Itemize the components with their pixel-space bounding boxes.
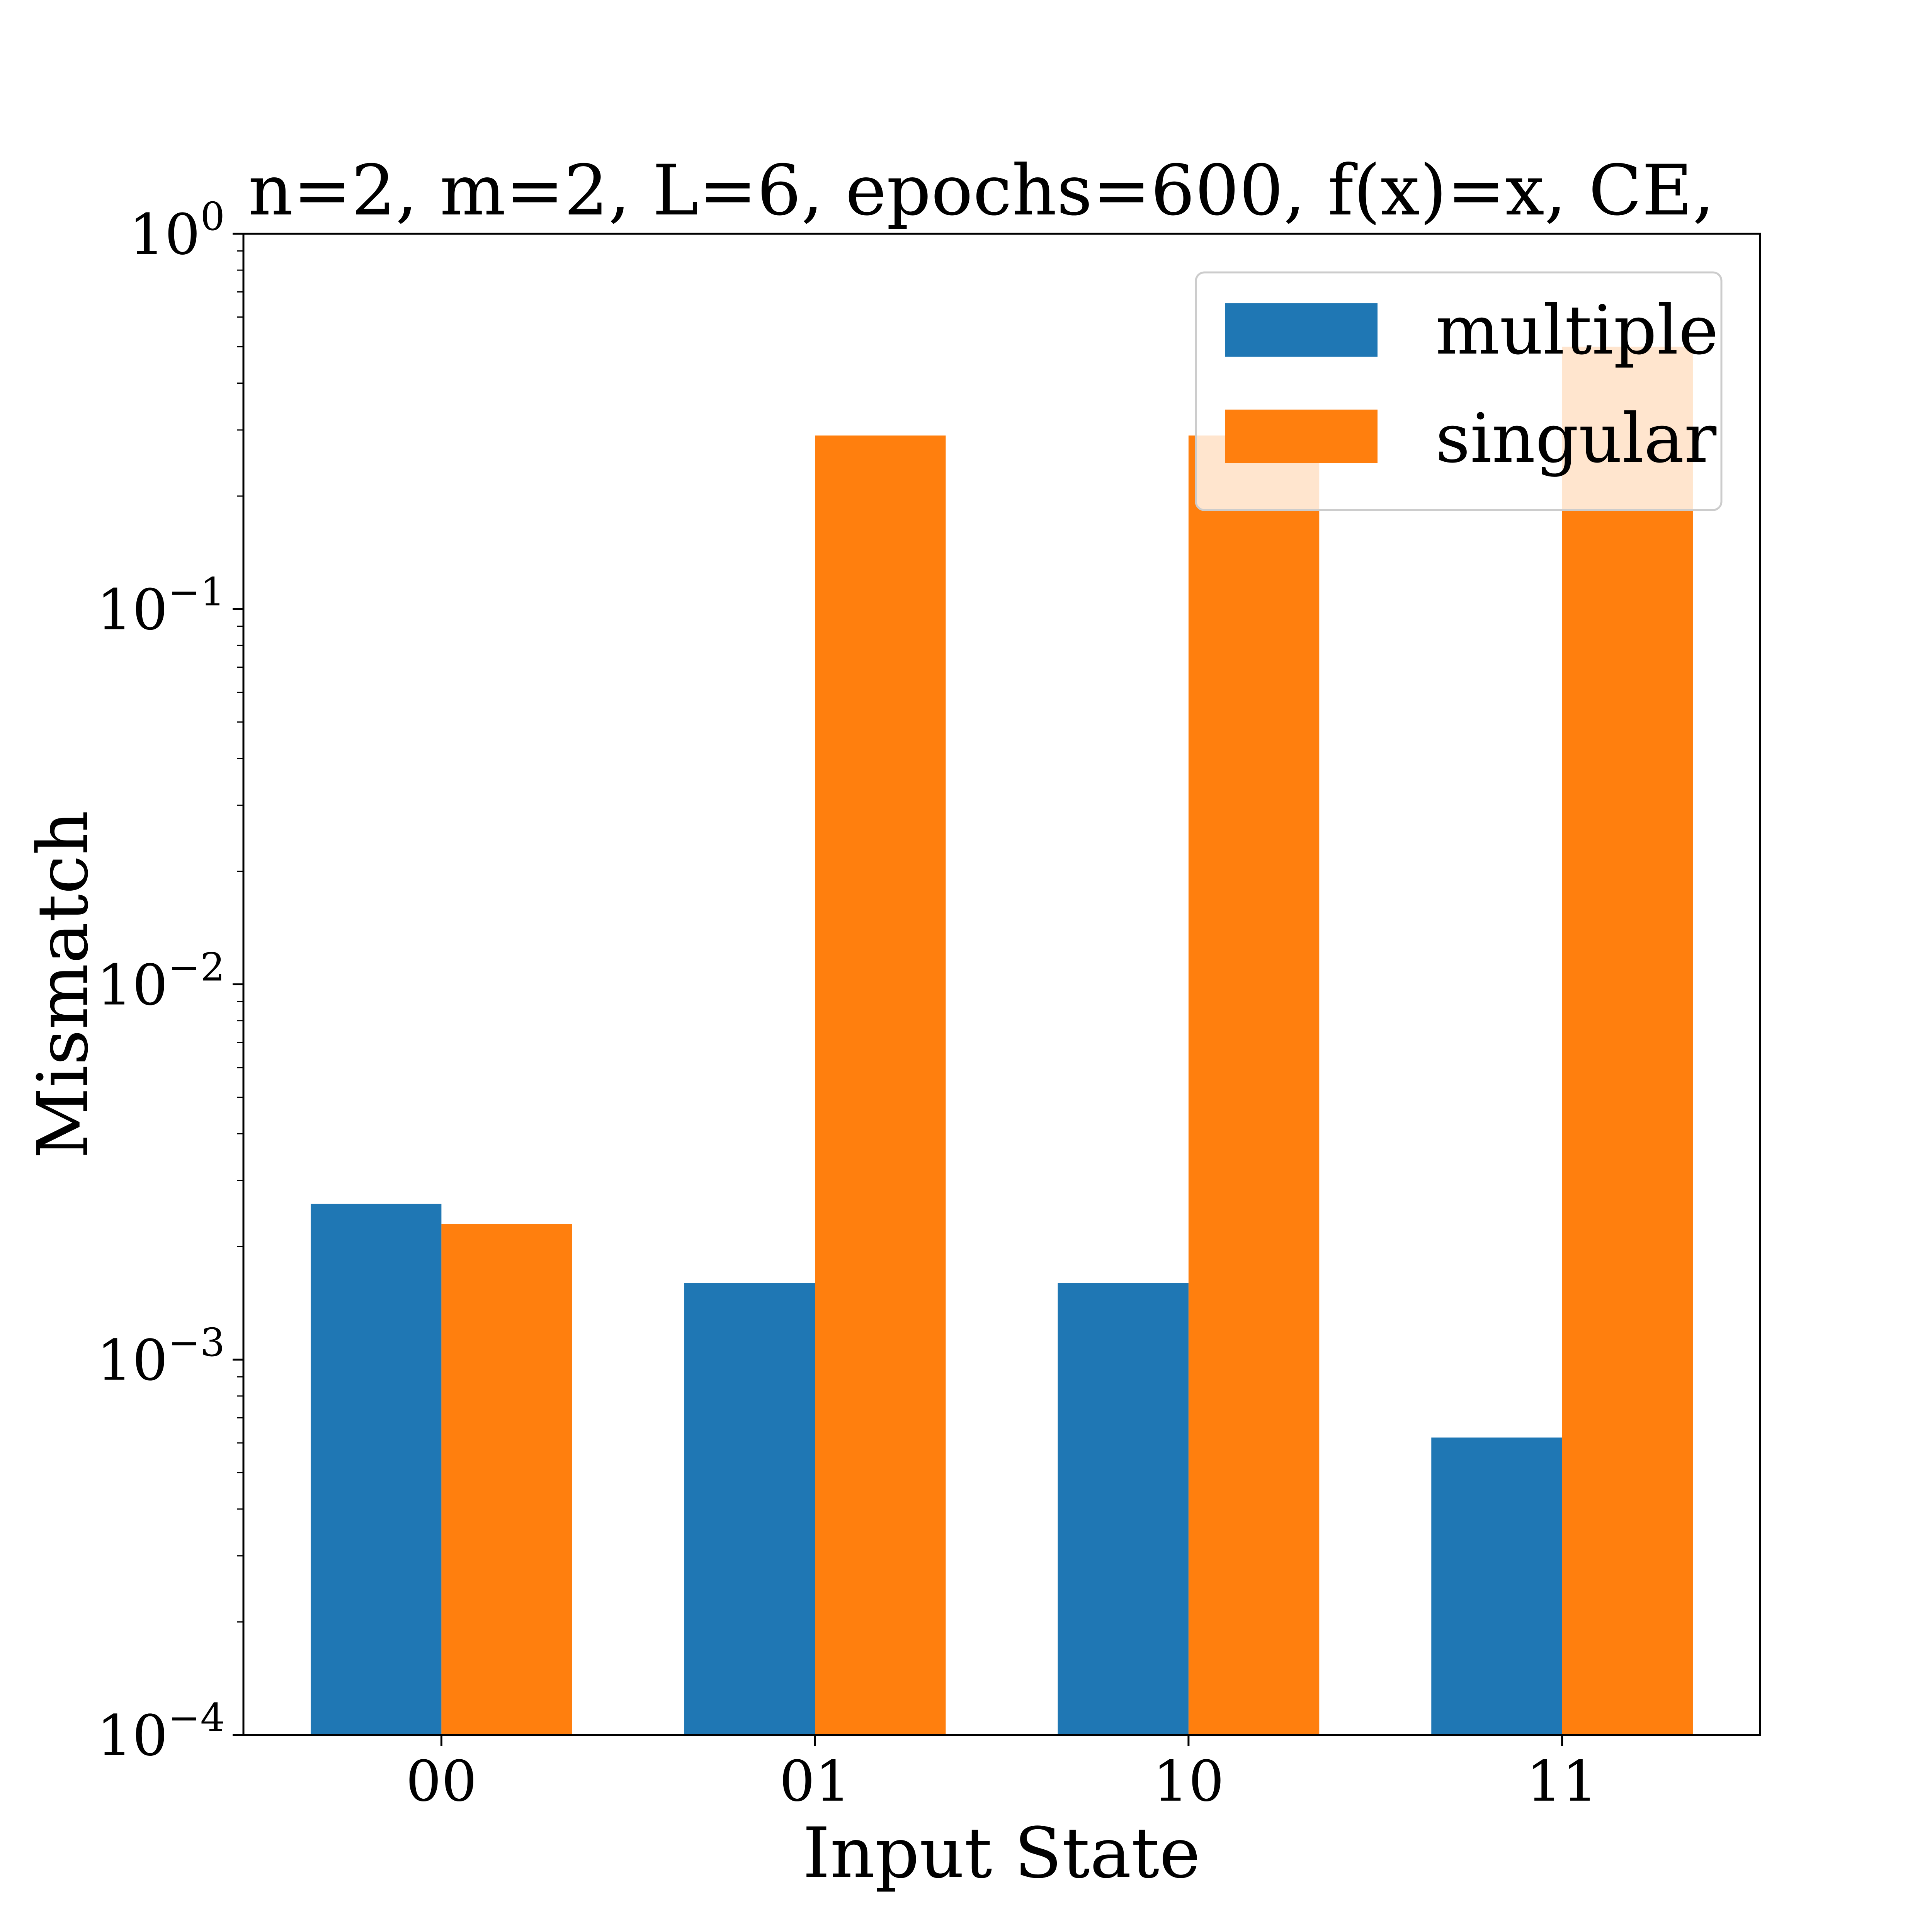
- bar-multiple-11: [1431, 1437, 1562, 1735]
- bar-singular-01: [815, 435, 946, 1735]
- bar-multiple-01: [684, 1283, 815, 1735]
- x-tick-label: 11: [1526, 1749, 1598, 1814]
- y-tick-label: 100: [129, 194, 225, 267]
- bar-multiple-00: [311, 1204, 442, 1735]
- legend-label-singular: singular: [1435, 400, 1717, 478]
- x-tick-label: 00: [406, 1749, 477, 1814]
- y-tick-label: 10−4: [97, 1695, 225, 1769]
- bar-singular-11: [1562, 347, 1693, 1735]
- x-tick-label: 10: [1153, 1749, 1225, 1814]
- chart-title: n=2, m=2, L=6, epochs=600, f(x)=x, CE,: [248, 150, 1714, 231]
- y-axis-label: Mismatch: [23, 810, 104, 1158]
- legend-swatch-multiple: [1225, 303, 1378, 357]
- x-axis-label: Input State: [803, 1813, 1201, 1894]
- bar-singular-00: [441, 1224, 572, 1735]
- bar-multiple-10: [1058, 1283, 1189, 1735]
- y-tick-label: 10−2: [97, 945, 225, 1018]
- y-tick-label: 10−3: [97, 1320, 225, 1393]
- y-axis: 10−4 10−3 10−2 10−1 100: [97, 194, 243, 1769]
- legend-label-multiple: multiple: [1435, 291, 1718, 370]
- legend: multiple singular: [1195, 271, 1723, 511]
- x-tick-label: 01: [779, 1749, 851, 1814]
- y-tick-label: 10−1: [97, 569, 225, 643]
- legend-swatch-singular: [1225, 410, 1378, 463]
- bar-singular-10: [1188, 435, 1320, 1735]
- x-axis: 00 01 10 11: [406, 1735, 1598, 1814]
- bars-group: [311, 347, 1693, 1735]
